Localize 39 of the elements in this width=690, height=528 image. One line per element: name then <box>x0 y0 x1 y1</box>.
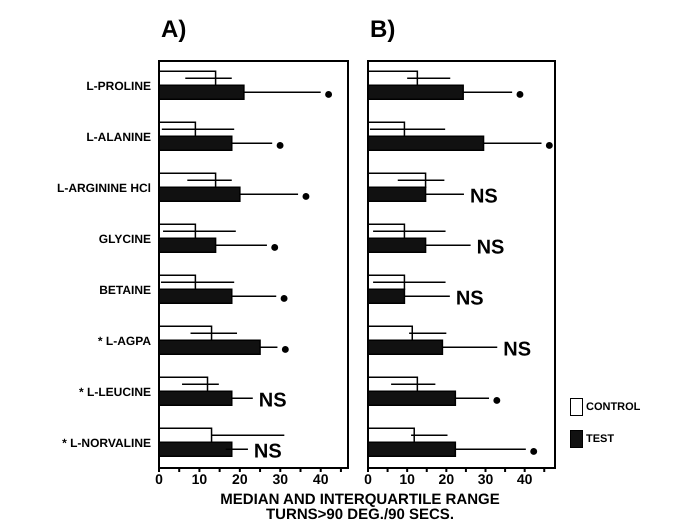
annotation: ● <box>280 341 290 358</box>
chart-title: B) <box>370 16 396 44</box>
annotation: NS <box>258 390 287 412</box>
x-tick-label: 0 <box>364 470 372 487</box>
x-tick-label: 10 <box>192 470 208 487</box>
y-tick-label: L-ALANINE <box>86 130 151 144</box>
annotation: NS <box>470 186 498 208</box>
annotation: ● <box>301 188 311 206</box>
annotation: ● <box>324 86 334 104</box>
x-tick-label: 30 <box>272 470 288 487</box>
legend-label: TEST <box>586 433 614 445</box>
y-tick-label: * L-LEUCINE <box>79 384 151 399</box>
annotation: NS <box>254 440 282 463</box>
annotation: ● <box>492 392 502 410</box>
y-tick-label: * L-NORVALINE <box>62 436 151 450</box>
x-tick-label: 20 <box>438 470 454 487</box>
x-axis-title: MEDIAN AND INTERQUARTILE RANGE TURNS>90 DEG./90 SECS. <box>219 491 501 523</box>
chart-title: A) <box>161 16 186 44</box>
x-tick-label: 30 <box>478 470 494 487</box>
x-tick-label: 40 <box>312 470 329 487</box>
x-tick-label: 0 <box>155 470 164 487</box>
annotation: ● <box>515 86 525 104</box>
annotation: NS <box>476 236 504 259</box>
x-tick-label: 40 <box>516 470 533 487</box>
annotation: ● <box>270 239 280 256</box>
y-tick-label: BETAINE <box>99 282 151 297</box>
x-tick-label: 20 <box>232 470 248 487</box>
annotation: ● <box>528 443 539 460</box>
y-tick-label: L-PROLINE <box>86 78 151 93</box>
y-tick-label: GLYCINE <box>98 232 151 246</box>
y-tick-label: L-ARGININE HCl <box>57 180 151 195</box>
annotation: ● <box>544 137 554 154</box>
legend-label: CONTROL <box>586 401 640 413</box>
annotation: NS <box>456 288 484 310</box>
y-tick-label: * L-AGPA <box>98 334 152 348</box>
annotation: ● <box>275 137 285 154</box>
x-tick-label: 10 <box>399 470 416 487</box>
annotation: ● <box>279 290 289 308</box>
annotation: NS <box>503 338 532 361</box>
